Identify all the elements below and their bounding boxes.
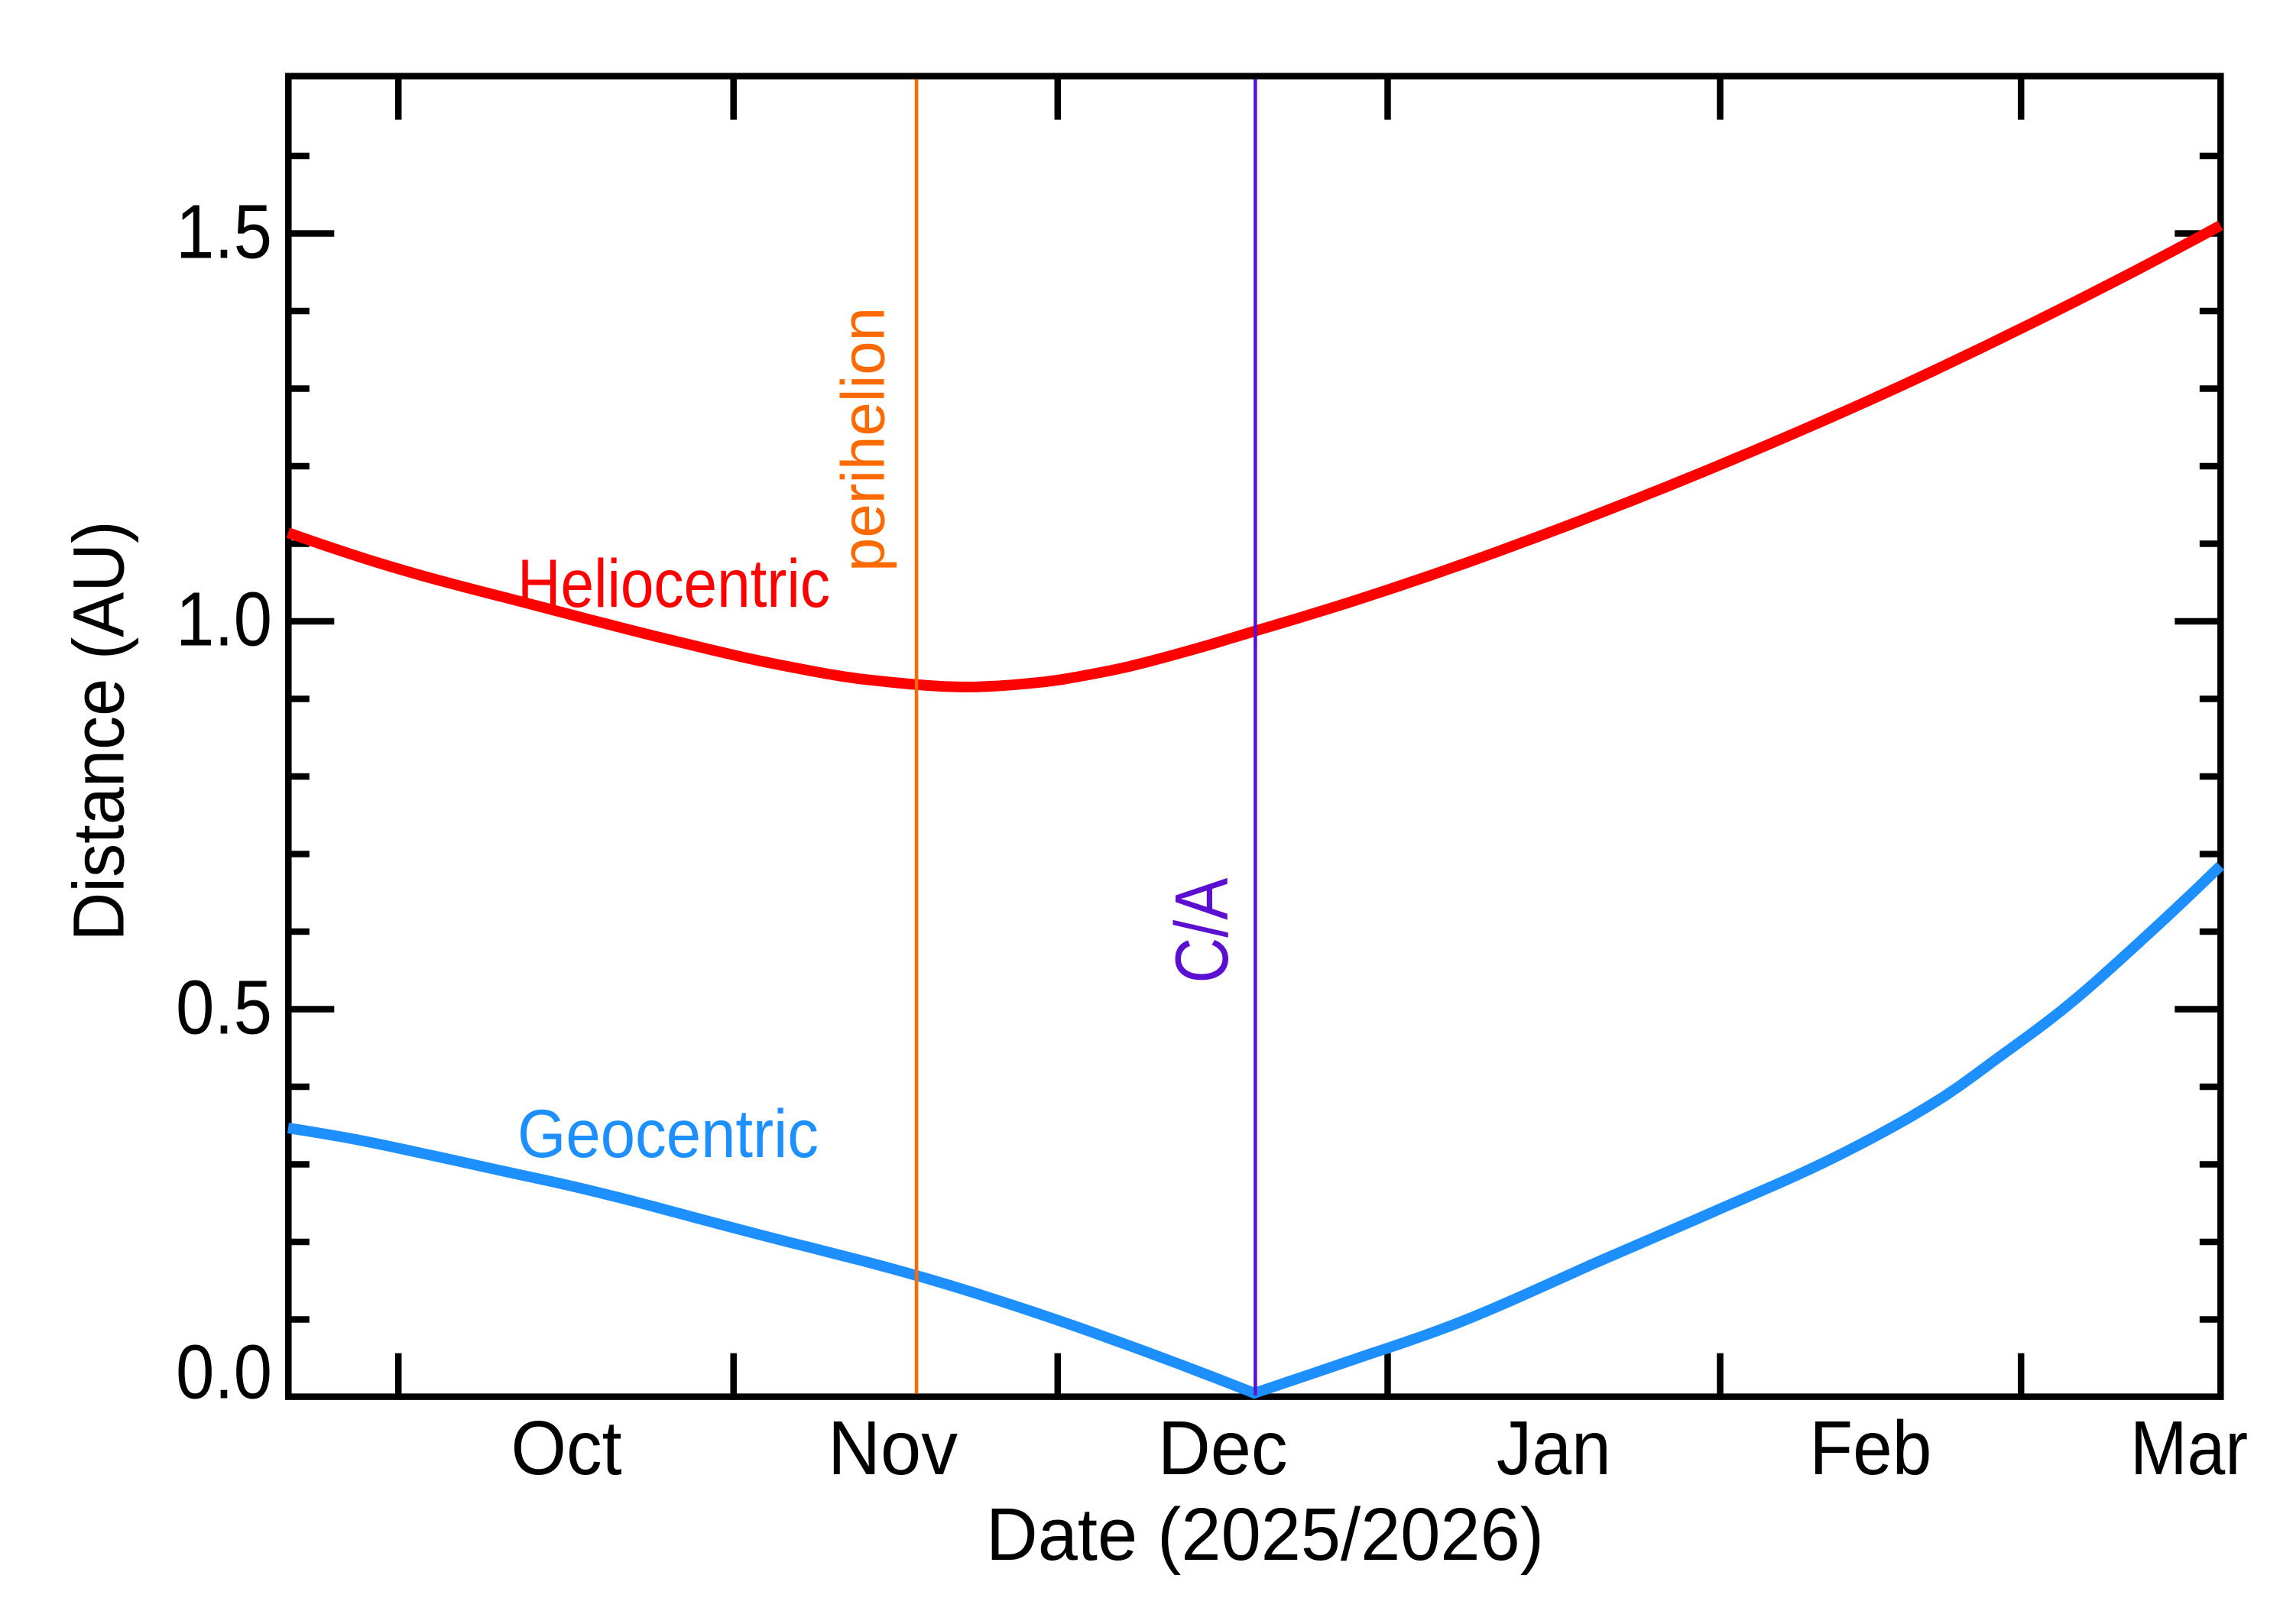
svg-text:1.5: 1.5 (176, 189, 272, 274)
svg-text:Heliocentric: Heliocentric (517, 545, 830, 621)
svg-text:Distance (AU): Distance (AU) (58, 521, 139, 942)
svg-text:C/A: C/A (1159, 877, 1244, 984)
svg-text:Dec: Dec (1158, 1405, 1288, 1491)
svg-text:0.5: 0.5 (176, 964, 272, 1050)
svg-text:1.0: 1.0 (176, 576, 272, 662)
svg-text:Jan: Jan (1497, 1405, 1611, 1491)
svg-text:Mar: Mar (2130, 1405, 2248, 1491)
svg-text:0.0: 0.0 (176, 1329, 272, 1415)
svg-text:Oct: Oct (511, 1405, 622, 1491)
svg-text:Date (2025/2026): Date (2025/2026) (986, 1493, 1544, 1576)
svg-text:Feb: Feb (1809, 1405, 1931, 1491)
svg-text:Nov: Nov (828, 1405, 958, 1491)
svg-text:Geocentric: Geocentric (517, 1095, 819, 1172)
svg-text:perihelion: perihelion (829, 307, 897, 572)
